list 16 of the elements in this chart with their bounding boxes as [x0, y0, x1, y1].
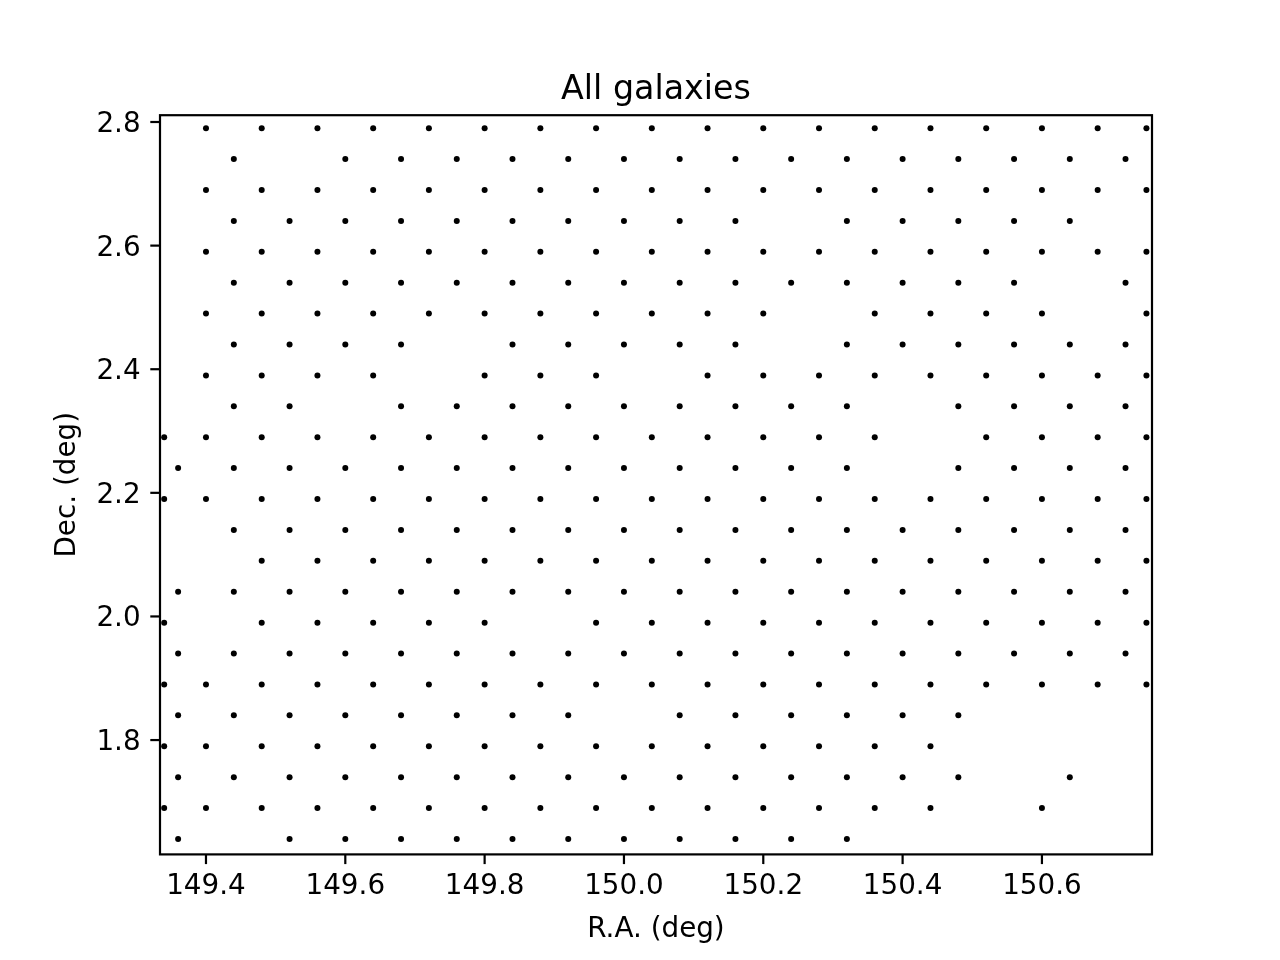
- y-tick-label: 1.8: [96, 724, 141, 758]
- y-tick-label: 2.8: [96, 106, 141, 140]
- y-tick-label: 2.0: [96, 600, 141, 634]
- y-tick-label: 2.2: [96, 476, 141, 510]
- y-tick-label: 2.4: [96, 353, 141, 387]
- y-tick-label: 2.6: [96, 229, 141, 263]
- x-axis-title: R.A. (deg): [587, 911, 725, 944]
- x-tick-label: 150.6: [1002, 868, 1082, 901]
- x-tick-label: 150.2: [723, 868, 804, 901]
- y-axis-title: Dec. (deg): [48, 412, 82, 558]
- chart-title: All galaxies: [561, 68, 751, 107]
- x-tick-label: 150.4: [862, 868, 943, 901]
- x-tick-label: 149.4: [166, 868, 246, 901]
- x-tick-label: 150.0: [584, 868, 664, 901]
- x-tick-label: 149.8: [444, 868, 525, 901]
- x-tick-label: 149.6: [305, 868, 386, 901]
